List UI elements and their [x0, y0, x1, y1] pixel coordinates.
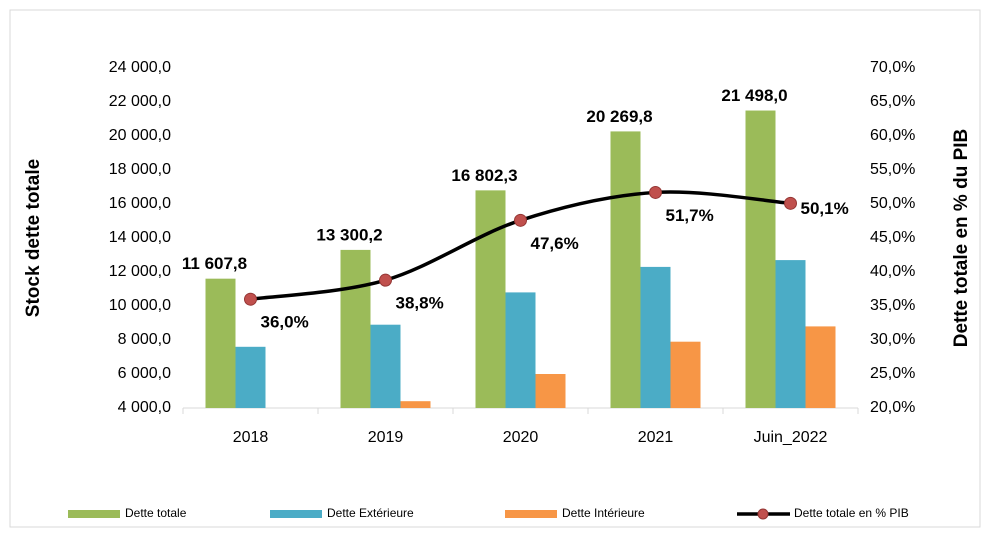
y-tick-label: 20 000,0 [109, 127, 171, 144]
bar [235, 346, 266, 408]
y2-tick-label: 70,0% [870, 59, 915, 76]
legend-swatch [505, 510, 557, 518]
data-label: 47,6% [531, 234, 579, 253]
x-tick-label: Juin_2022 [754, 429, 828, 446]
legend-label: Dette Extérieure [327, 506, 414, 520]
data-label: 21 498,0 [721, 86, 787, 105]
y2-tick-label: 30,0% [870, 331, 915, 348]
y-axis-label: Stock dette totale [23, 159, 44, 317]
y2-tick-label: 35,0% [870, 297, 915, 314]
data-label: 11 607,8 [182, 254, 247, 273]
y2-axis-label: Dette totale en % du PIB [951, 129, 972, 348]
bar [640, 266, 671, 408]
bar [205, 278, 236, 408]
y-tick-label: 6 000,0 [118, 365, 171, 382]
x-tick-label: 2020 [503, 429, 539, 446]
y2-tick-label: 60,0% [870, 127, 915, 144]
bar [535, 374, 566, 408]
line-marker [514, 213, 527, 227]
data-label: 13 300,2 [316, 225, 382, 244]
bar [670, 341, 701, 408]
data-label: 51,7% [666, 206, 714, 225]
y2-tick-label: 55,0% [870, 161, 915, 178]
y-tick-label: 22 000,0 [109, 93, 171, 110]
y2-tick-label: 40,0% [870, 263, 915, 280]
x-tick-label: 2018 [233, 429, 269, 446]
data-label: 20 269,8 [586, 107, 652, 126]
y2-tick-label: 65,0% [870, 93, 915, 110]
data-label: 36,0% [261, 313, 309, 332]
legend-swatch [270, 510, 322, 518]
line-marker [244, 292, 257, 306]
bar [805, 326, 836, 408]
bar [400, 401, 431, 408]
data-label: 38,8% [396, 294, 444, 313]
line-marker [379, 273, 392, 287]
y-tick-label: 8 000,0 [118, 331, 171, 348]
y2-tick-label: 20,0% [870, 399, 915, 416]
data-label: 16 802,3 [451, 166, 517, 185]
y-tick-label: 10 000,0 [109, 297, 171, 314]
bar [370, 324, 401, 408]
y-tick-label: 24 000,0 [109, 59, 171, 76]
y-tick-label: 4 000,0 [118, 399, 171, 416]
bar [745, 110, 776, 408]
bar [775, 260, 806, 408]
bar [340, 249, 371, 408]
data-label: 50,1% [801, 199, 849, 218]
y-tick-label: 16 000,0 [109, 195, 171, 212]
y2-tick-label: 50,0% [870, 195, 915, 212]
x-tick-label: 2021 [638, 429, 674, 446]
bar [505, 292, 536, 408]
y-tick-label: 14 000,0 [109, 229, 171, 246]
line-marker [649, 185, 662, 199]
line-marker [784, 196, 797, 210]
y2-tick-label: 25,0% [870, 365, 915, 382]
legend-label: Dette totale en % PIB [794, 506, 909, 520]
legend-swatch [68, 510, 120, 518]
y-tick-label: 12 000,0 [109, 263, 171, 280]
bar [610, 131, 641, 409]
y2-tick-label: 45,0% [870, 229, 915, 246]
legend-label: Dette Intérieure [562, 506, 645, 520]
y-tick-label: 18 000,0 [109, 161, 171, 178]
bar [475, 190, 506, 408]
x-tick-label: 2019 [368, 429, 404, 446]
legend-marker [757, 508, 769, 520]
legend-label: Dette totale [125, 506, 187, 520]
